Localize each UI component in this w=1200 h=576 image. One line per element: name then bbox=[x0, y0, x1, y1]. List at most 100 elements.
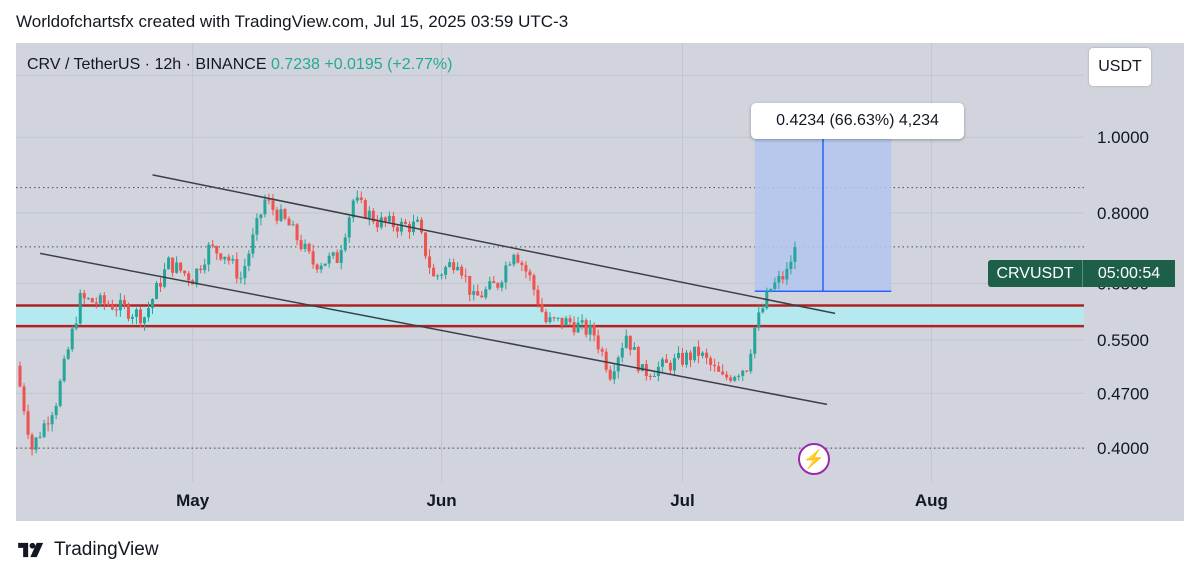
currency-button[interactable]: USDT bbox=[1089, 48, 1151, 86]
candle-body bbox=[500, 282, 504, 288]
candle-body bbox=[159, 283, 163, 287]
candle-body bbox=[359, 197, 363, 200]
candle-body bbox=[660, 359, 664, 367]
candle-body bbox=[685, 352, 689, 365]
candle-body bbox=[383, 217, 387, 222]
candle-body bbox=[363, 199, 367, 219]
candle-body bbox=[584, 320, 588, 335]
candle-body bbox=[564, 318, 568, 326]
candle-body bbox=[267, 199, 271, 201]
candle-body bbox=[444, 267, 448, 275]
price-label: 1.0000 bbox=[1097, 128, 1149, 147]
candle-body bbox=[793, 246, 797, 262]
candle-body bbox=[22, 386, 26, 412]
time-label: Jun bbox=[426, 491, 456, 510]
candle-body bbox=[604, 351, 608, 370]
candle-body bbox=[183, 270, 187, 274]
candle-body bbox=[395, 227, 399, 232]
candle-body bbox=[179, 262, 183, 271]
candle-body bbox=[367, 210, 371, 219]
candle-body bbox=[187, 273, 191, 281]
candle-body bbox=[283, 209, 287, 219]
candle-body bbox=[532, 275, 536, 290]
candle-body bbox=[701, 352, 705, 356]
candle-body bbox=[74, 323, 78, 329]
candle-body bbox=[46, 423, 50, 425]
candle-body bbox=[488, 281, 492, 290]
candle-body bbox=[721, 371, 725, 375]
candle-body bbox=[468, 275, 472, 295]
candle-body bbox=[476, 291, 480, 296]
candle-body bbox=[335, 252, 339, 263]
candle-body bbox=[552, 317, 556, 319]
candle-body bbox=[203, 264, 207, 271]
candle-body bbox=[785, 268, 789, 280]
candle-body bbox=[753, 327, 757, 354]
candle-body bbox=[709, 358, 713, 365]
candle-body bbox=[737, 375, 741, 377]
candle-body bbox=[540, 304, 544, 312]
candle-body bbox=[371, 210, 375, 222]
candle-body bbox=[472, 291, 476, 295]
candle-body bbox=[652, 376, 656, 378]
candle-body bbox=[66, 349, 70, 359]
candle-body bbox=[18, 365, 22, 387]
candle-body bbox=[480, 295, 484, 298]
candle-body bbox=[98, 295, 102, 304]
candle-body bbox=[781, 276, 785, 280]
candle-body bbox=[769, 288, 773, 292]
candle-body bbox=[757, 312, 761, 328]
candle-body bbox=[689, 352, 693, 361]
candle-body bbox=[492, 281, 496, 283]
candle-body bbox=[588, 325, 592, 335]
lightning-bolt-icon[interactable]: ⚡ bbox=[798, 443, 830, 475]
chart-caption: Worldofchartsfx created with TradingView… bbox=[16, 12, 569, 31]
candle-body bbox=[70, 328, 74, 350]
candle-body bbox=[271, 200, 275, 210]
tradingview-logo[interactable]: TradingView bbox=[16, 536, 159, 564]
candle-body bbox=[142, 317, 146, 324]
candle-body bbox=[114, 309, 118, 311]
candle-body bbox=[351, 200, 355, 218]
candle-body bbox=[86, 298, 90, 300]
candle-body bbox=[705, 352, 709, 359]
candle-body bbox=[789, 261, 793, 269]
price-change: +0.0195 (+2.77%) bbox=[324, 56, 453, 73]
candle-body bbox=[279, 209, 283, 221]
candle-body bbox=[343, 237, 347, 251]
symbol-legend: CRV / TetherUS · 12h · BINANCE 0.7238 +0… bbox=[27, 56, 452, 74]
candle-body bbox=[42, 423, 46, 437]
candle-body bbox=[295, 224, 299, 241]
price-tag-symbol: CRVUSDT bbox=[988, 260, 1082, 287]
candle-body bbox=[576, 322, 580, 333]
candle-body bbox=[82, 292, 86, 299]
candle-body bbox=[448, 262, 452, 268]
candle-body bbox=[331, 252, 335, 256]
candle-body bbox=[504, 265, 508, 283]
candle-body bbox=[580, 320, 584, 323]
candle-body bbox=[339, 250, 343, 263]
candle-body bbox=[34, 437, 38, 450]
candle-body bbox=[524, 264, 528, 272]
candle-body bbox=[263, 199, 267, 215]
candle-body bbox=[347, 217, 351, 238]
candle-body bbox=[608, 369, 612, 380]
price-tag: CRVUSDT 05:00:54 bbox=[988, 260, 1175, 287]
candle-body bbox=[548, 317, 552, 323]
price-label: 0.4000 bbox=[1097, 439, 1149, 458]
last-price: 0.7238 bbox=[270, 56, 320, 73]
candle-body bbox=[560, 317, 564, 326]
candles bbox=[18, 190, 797, 456]
candle-body bbox=[676, 352, 680, 359]
candle-body bbox=[556, 317, 560, 319]
candle-body bbox=[516, 254, 520, 263]
candle-body bbox=[38, 436, 42, 438]
candle-body bbox=[211, 244, 215, 247]
time-label: May bbox=[176, 491, 210, 510]
candle-body bbox=[110, 305, 114, 310]
candle-body bbox=[171, 257, 175, 273]
candle-body bbox=[118, 299, 122, 311]
candle-body bbox=[102, 295, 106, 304]
candle-body bbox=[94, 302, 98, 304]
